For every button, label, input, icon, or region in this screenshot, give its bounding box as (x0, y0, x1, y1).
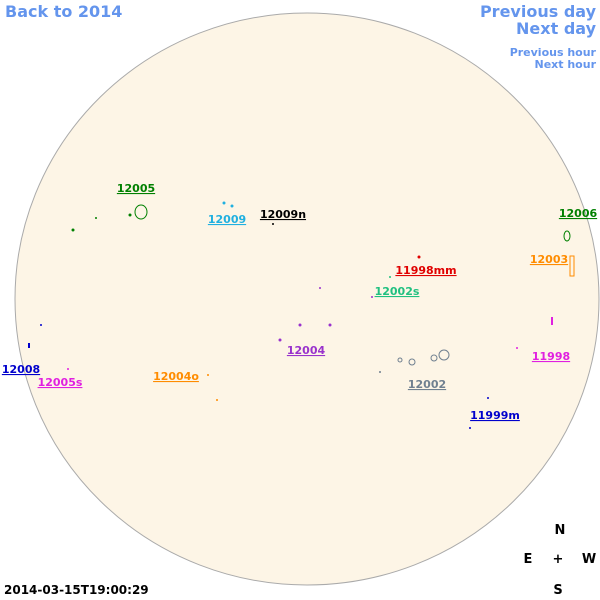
compass-east: E (524, 552, 533, 567)
spot (551, 317, 553, 325)
region-label[interactable]: 12005s (38, 376, 83, 389)
spot (438, 349, 450, 361)
timestamp: 2014-03-15T19:00:29 (4, 583, 149, 597)
compass-center: + (553, 552, 564, 567)
region-label[interactable]: 12009n (260, 208, 306, 221)
spot (417, 255, 421, 259)
region-label[interactable]: 12003 (530, 253, 568, 266)
compass-south: S (553, 583, 562, 598)
spot (563, 230, 571, 242)
spot (128, 213, 132, 217)
region-label[interactable]: 11999m (470, 409, 520, 422)
spot (408, 358, 416, 366)
spot (319, 287, 321, 289)
region-label[interactable]: 12004 (287, 344, 326, 357)
region-label[interactable]: 12002s (375, 285, 420, 298)
spot (298, 323, 302, 327)
spot (397, 357, 403, 363)
previous-hour-link[interactable]: Previous hour (510, 46, 597, 59)
spot (487, 397, 489, 399)
previous-day-link[interactable]: Previous day (480, 2, 597, 21)
spot (207, 374, 209, 376)
next-day-link[interactable]: Next day (516, 19, 597, 38)
spot (28, 343, 30, 348)
spot (40, 324, 42, 326)
back-link[interactable]: Back to 2014 (5, 2, 122, 21)
spot (95, 217, 97, 219)
spot (328, 323, 332, 327)
spot (379, 371, 381, 373)
region-label[interactable]: 12006 (559, 207, 598, 220)
spot (469, 427, 471, 429)
region-label[interactable]: 12008 (2, 363, 40, 376)
region-label[interactable]: 11998 (532, 350, 570, 363)
spot (569, 255, 575, 277)
region-label[interactable]: 12005 (117, 182, 155, 195)
compass-west: W (582, 552, 596, 567)
sunspots (28, 201, 575, 429)
spot (389, 276, 391, 278)
spot (216, 399, 218, 401)
region-label[interactable]: 11998mm (395, 264, 456, 277)
next-hour-link[interactable]: Next hour (535, 58, 597, 71)
spot (71, 228, 75, 232)
solar-disk (14, 12, 600, 586)
spot (222, 201, 226, 205)
region-label[interactable]: 12002 (408, 378, 446, 391)
spot (371, 296, 373, 298)
spot (134, 204, 148, 220)
spot (272, 223, 274, 225)
spot (67, 368, 69, 370)
spot (430, 354, 438, 362)
spot (278, 338, 282, 342)
spot (230, 204, 234, 208)
region-label[interactable]: 12009 (208, 213, 246, 226)
compass-north: N (555, 523, 566, 538)
region-label[interactable]: 12004o (153, 370, 199, 383)
spot (516, 347, 518, 349)
